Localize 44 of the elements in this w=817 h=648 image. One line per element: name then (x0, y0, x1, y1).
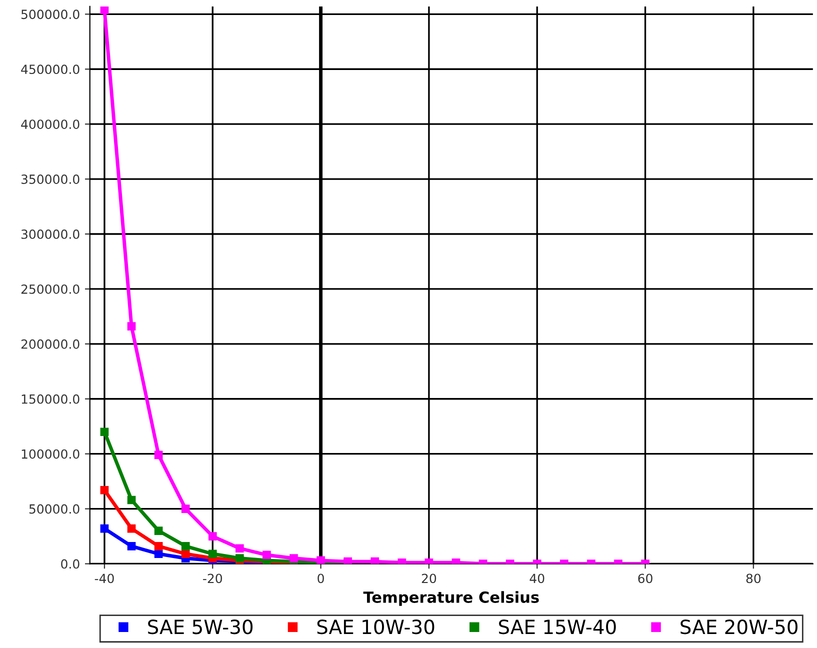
y-tick-label: 200000.0 (21, 339, 80, 349)
point (100, 428, 109, 436)
x-tick-label: -20 (203, 574, 222, 584)
point (100, 486, 109, 494)
y-tick-label: 0.0 (61, 559, 80, 569)
point (100, 524, 109, 533)
point (316, 556, 325, 564)
y-tick-label: 450000.0 (21, 64, 80, 74)
point (154, 542, 163, 550)
point (127, 542, 136, 550)
y-tick-label: 350000.0 (21, 174, 80, 184)
point (262, 550, 271, 560)
x-tick-label: 40 (530, 574, 544, 584)
x-tick-label: 60 (638, 574, 652, 584)
point (181, 542, 190, 550)
y-tick-label: 400000.0 (21, 120, 80, 130)
y-tick-label: 150000.0 (22, 394, 80, 404)
x-tick-label: -40 (94, 574, 114, 584)
y-tick-label: 250000.0 (21, 284, 80, 294)
point (154, 450, 163, 460)
point (154, 526, 163, 535)
point (181, 504, 190, 513)
point (208, 550, 217, 558)
y-tick-label: 100000.0 (22, 449, 80, 459)
x-tick-label: 20 (422, 574, 436, 584)
point (127, 496, 136, 504)
point (181, 550, 190, 558)
x-axis-title: Temperature Celsius (363, 591, 539, 606)
point (236, 544, 244, 553)
x-tick-label: 0 (318, 574, 324, 584)
y-tick-label: 500000.0 (21, 10, 80, 20)
point (100, 6, 109, 14)
legend-label: SAE 20W-50 (680, 620, 798, 634)
point (370, 557, 380, 564)
legend-label: SAE 10W-30 (317, 620, 434, 634)
point (127, 524, 136, 533)
point (127, 322, 136, 331)
x-tick-label: 80 (746, 574, 761, 584)
legend-label: SAE 15W-40 (498, 620, 616, 634)
y-tick-label: 300000.0 (21, 229, 80, 239)
legend-label: SAE 5W-30 (148, 620, 253, 634)
y-tick-label: 50000.0 (29, 504, 80, 514)
point (290, 554, 298, 562)
point (208, 532, 217, 540)
